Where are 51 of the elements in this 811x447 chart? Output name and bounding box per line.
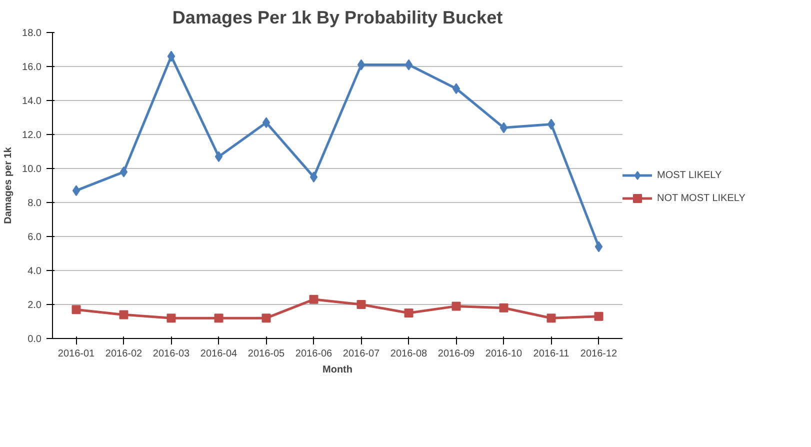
point	[452, 302, 461, 311]
x-axis-title: Month	[322, 364, 353, 376]
point	[594, 312, 604, 321]
x-tick-label: 2016-09	[438, 348, 476, 360]
x-tick-label: 2016-12	[580, 348, 618, 360]
x-tick-label: 2016-04	[200, 348, 238, 360]
point	[72, 305, 81, 314]
point	[262, 314, 271, 323]
point	[214, 151, 223, 162]
point	[452, 83, 460, 94]
x-tick-label: 2016-05	[248, 348, 286, 360]
point	[356, 300, 366, 309]
y-tick-label: 0.0	[28, 334, 42, 345]
point	[72, 185, 80, 196]
point	[167, 50, 176, 62]
point	[404, 59, 413, 70]
x-tick-label: 2016-08	[390, 348, 428, 360]
y-tick-label: 14.0	[22, 96, 42, 107]
point	[594, 241, 603, 252]
y-tick-label: 12.0	[22, 130, 42, 141]
point	[546, 314, 556, 323]
x-tick-label: 2016-10	[485, 348, 523, 360]
y-axis-title: Damages per 1k	[3, 146, 14, 224]
y-tick-label: 2.0	[28, 300, 42, 311]
point	[357, 59, 366, 70]
point	[119, 310, 128, 320]
point	[310, 172, 318, 182]
point	[499, 303, 508, 312]
x-tick-label: 2016-02	[105, 348, 143, 360]
y-tick-label: 6.0	[28, 232, 42, 243]
point	[262, 117, 270, 128]
x-tick-label: 2016-07	[342, 348, 380, 360]
x-tick-label: 2016-03	[152, 348, 190, 360]
y-tick-label: 10.0	[22, 164, 42, 175]
y-tick-label: 16.0	[22, 62, 42, 73]
x-tick-label: 2016-06	[295, 348, 333, 360]
point	[214, 314, 224, 323]
y-tick-label: 18.0	[22, 28, 42, 39]
x-tick-label: 2016-11	[533, 348, 570, 360]
x-tick-label: 2016-01	[58, 348, 96, 360]
point	[166, 314, 176, 323]
chart-title: Damages Per 1k By Probability Bucket	[172, 8, 503, 28]
point	[120, 166, 128, 178]
legend-label: NOT MOST LIKELY	[657, 192, 746, 204]
point	[500, 122, 508, 134]
point	[309, 294, 318, 304]
y-tick-label: 8.0	[28, 198, 42, 209]
legend-label: MOST LIKELY	[657, 170, 722, 180]
point	[547, 118, 556, 130]
y-tick-label: 4.0	[28, 266, 42, 277]
point	[404, 308, 414, 318]
